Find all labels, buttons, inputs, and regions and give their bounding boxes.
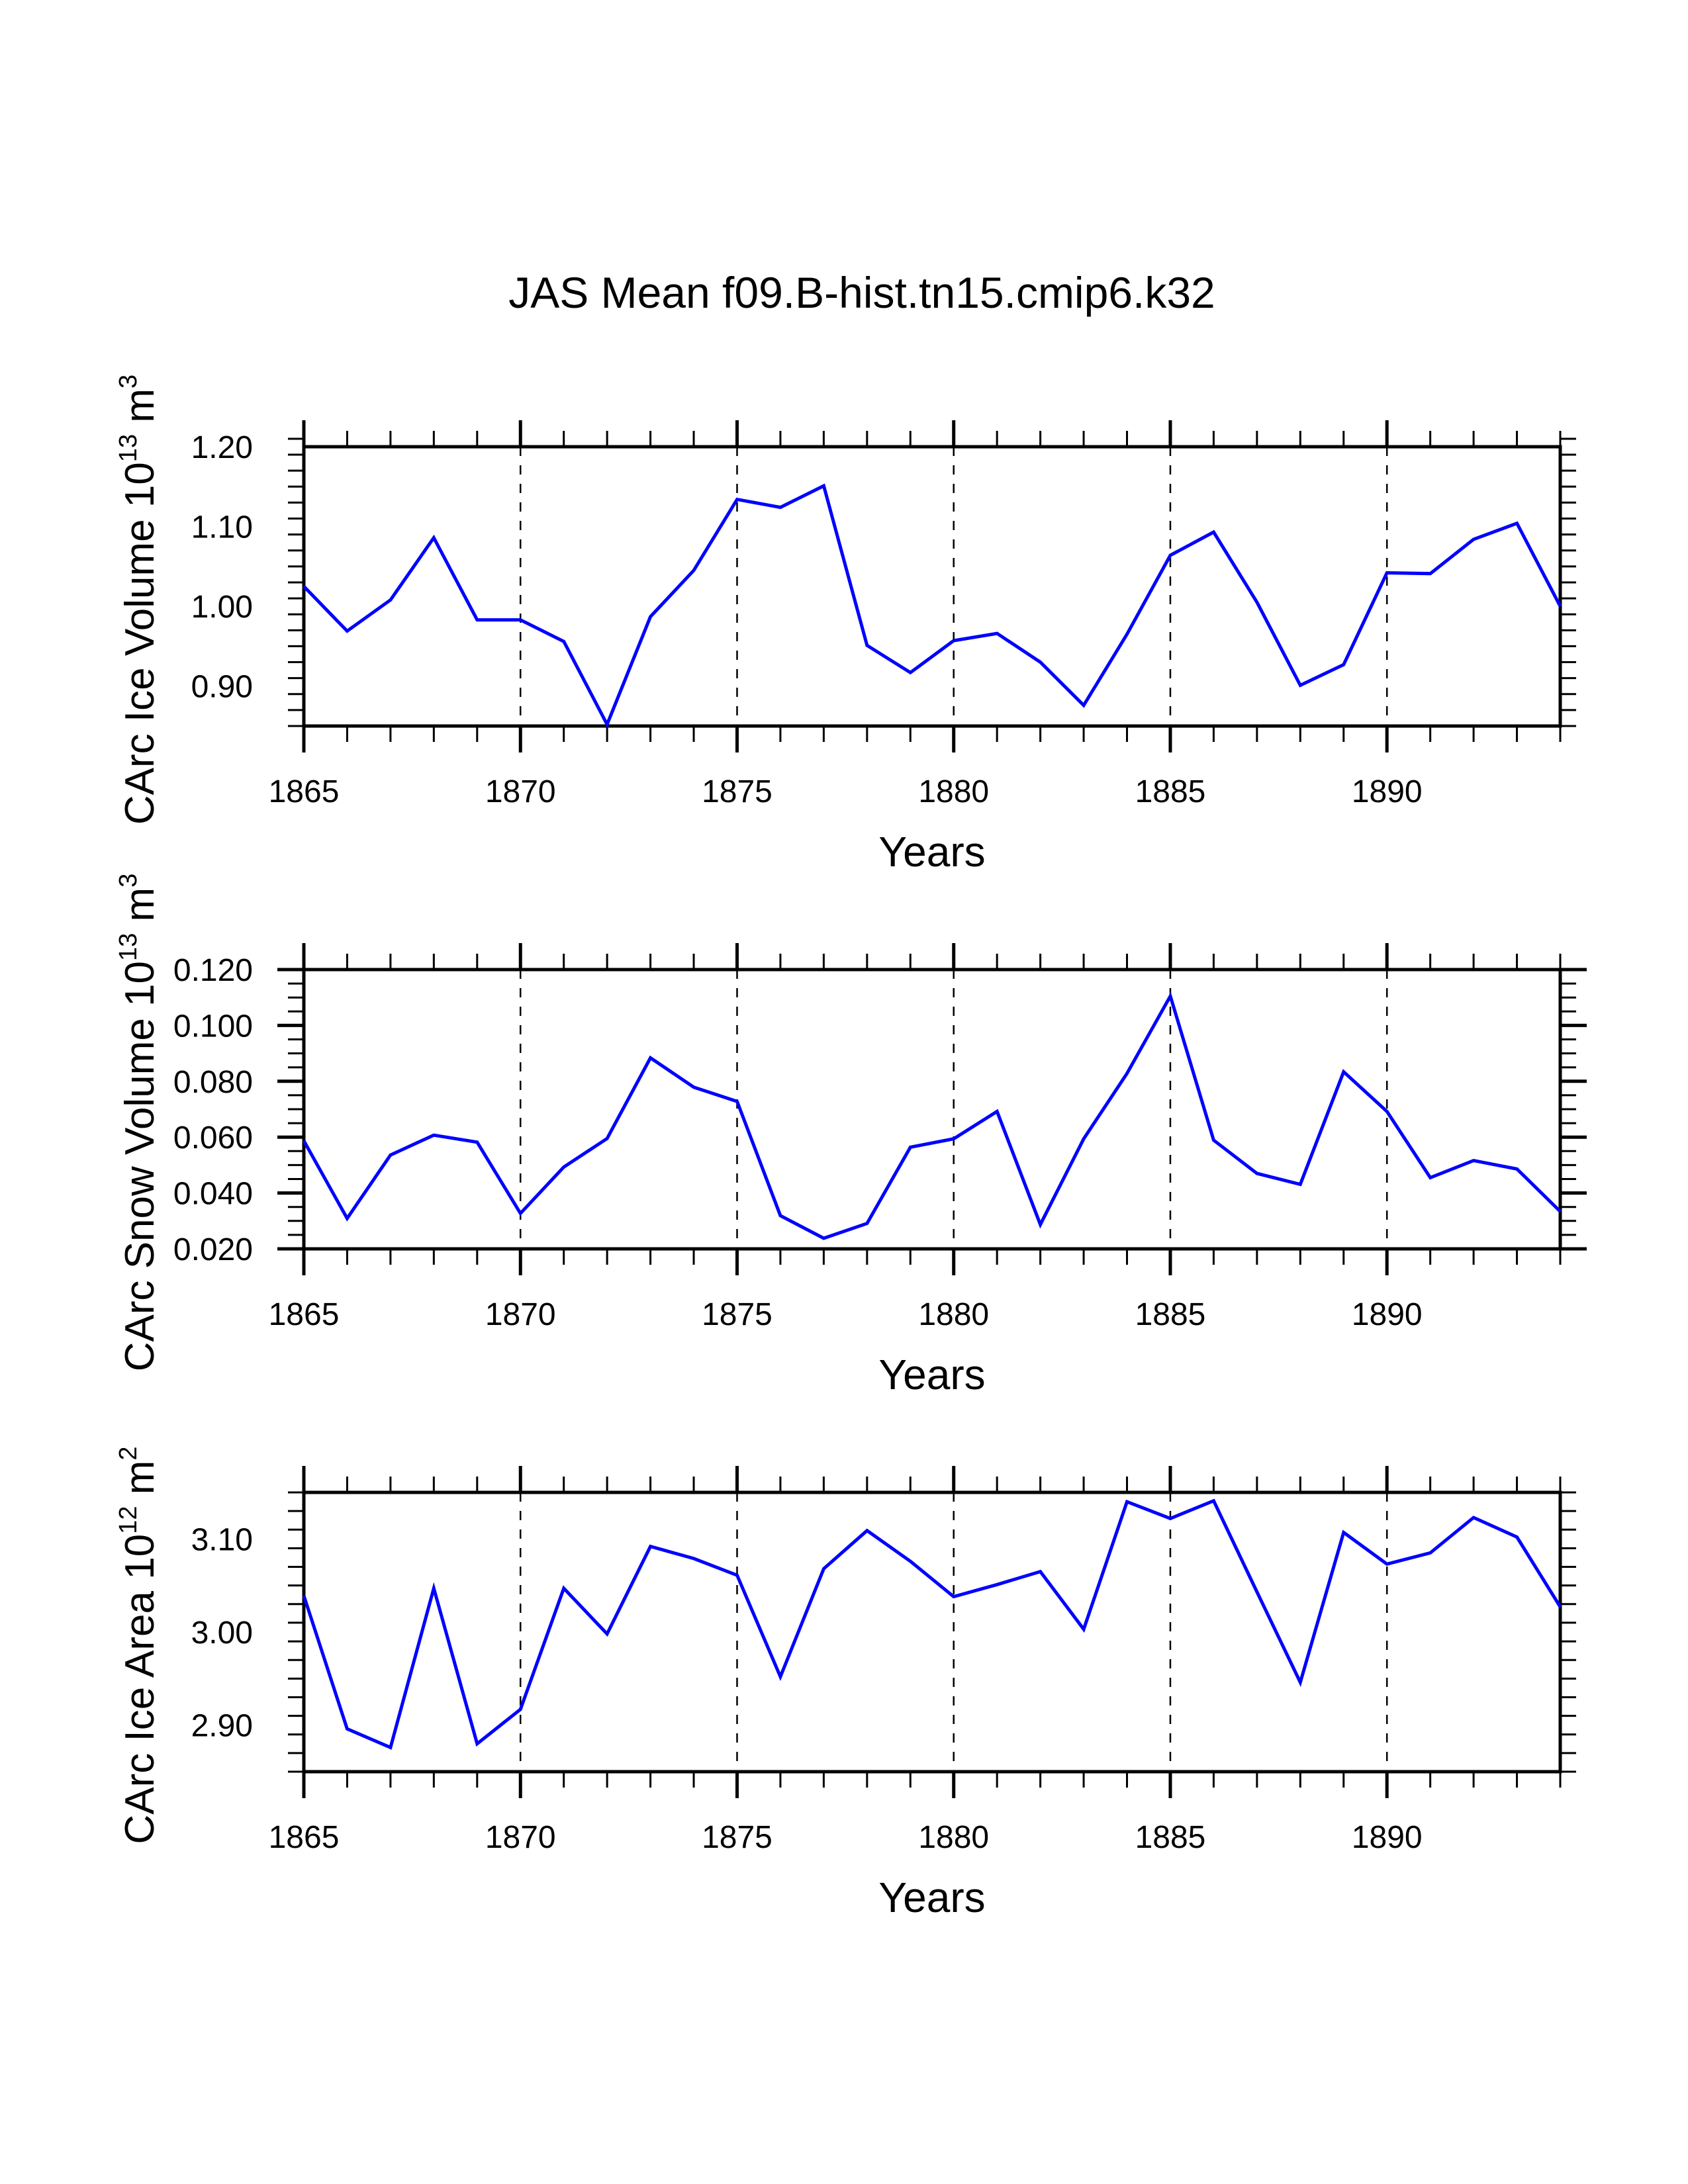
y-label-superscript: 13: [115, 933, 142, 961]
y-label-text: CArc Ice Volume 10: [117, 462, 163, 825]
y-axis-label: CArc Snow Volume 1013 m3: [115, 874, 163, 1372]
data-series-line: [302, 991, 1562, 1240]
y-tick-label: 0.080: [173, 1065, 253, 1100]
x-tick-label: 1875: [702, 774, 773, 809]
y-tick-label: 0.120: [173, 953, 253, 988]
y-tick-label: 1.10: [191, 510, 253, 545]
x-tick-label: 1890: [1352, 1820, 1423, 1855]
y-tick-label: 0.040: [173, 1177, 253, 1212]
y-label-text: m: [117, 388, 163, 434]
y-tick-label: 2.90: [191, 1709, 253, 1744]
y-label-superscript: 3: [115, 375, 142, 388]
data-series-line: [302, 1498, 1562, 1750]
x-tick-label: 1880: [918, 1297, 989, 1332]
data-series-line: [303, 483, 1562, 729]
y-label-text: m: [117, 1461, 163, 1506]
x-tick-label: 1870: [485, 1820, 556, 1855]
x-tick-label: 1885: [1135, 1297, 1206, 1332]
x-tick-label: 1890: [1352, 774, 1423, 809]
y-label-text: CArc Ice Area 10: [117, 1534, 163, 1844]
x-tick-label: 1865: [269, 1820, 340, 1855]
x-tick-label: 1885: [1135, 1820, 1206, 1855]
x-tick-label: 1880: [918, 774, 989, 809]
y-label-text: m: [117, 887, 163, 933]
x-tick-label: 1880: [918, 1820, 989, 1855]
x-tick-label: 1865: [269, 1297, 340, 1332]
x-axis-label: Years: [878, 828, 985, 876]
y-label-superscript: 13: [115, 434, 142, 462]
plot-frame: [302, 1490, 1562, 1774]
y-tick-label: 0.100: [173, 1009, 253, 1044]
x-tick-label: 1890: [1352, 1297, 1423, 1332]
x-tick-label: 1870: [485, 1297, 556, 1332]
y-tick-label: 0.90: [191, 670, 253, 705]
panel-2: 0.020 0.040 0.060 0.080 0.100 0.120 1865 1870 18…: [115, 874, 1587, 1398]
y-axis-label: CArc Ice Volume 1013 m3: [115, 375, 163, 825]
y-label-text: CArc Snow Volume 10: [117, 961, 163, 1371]
y-label-superscript: 3: [115, 874, 142, 887]
panel-3: 2.90 3.00 3.10 1865 1870 1875 1880 1885 1890 Year…: [115, 1447, 1576, 1921]
y-tick-label: 1.00: [191, 590, 253, 625]
y-label-superscript: 2: [115, 1447, 142, 1461]
y-axis-label: CArc Ice Area 1012 m2: [115, 1447, 163, 1844]
y-tick-label: 1.20: [191, 430, 253, 465]
y-tick-label: 0.020: [173, 1232, 253, 1267]
y-tick-label: 0.060: [173, 1120, 253, 1156]
y-tick-label: 3.10: [191, 1522, 253, 1557]
x-tick-label: 1885: [1135, 774, 1206, 809]
x-axis-label: Years: [878, 1351, 985, 1398]
x-tick-label: 1875: [702, 1297, 773, 1332]
x-tick-label: 1870: [485, 774, 556, 809]
plot-frame: [302, 968, 1562, 1251]
x-axis-label: Years: [878, 1874, 985, 1921]
figure-title: JAS Mean f09.B-hist.tn15.cmip6.k32: [508, 268, 1215, 317]
plot-frame: [302, 445, 1562, 728]
y-label-superscript: 12: [115, 1506, 142, 1534]
x-tick-label: 1865: [269, 774, 340, 809]
x-tick-label: 1875: [702, 1820, 773, 1855]
panel-1: 0.90 1.00 1.10 1.20 1865 1870 1875 1880 1885 1890…: [115, 375, 1576, 876]
y-tick-label: 3.00: [191, 1615, 253, 1651]
